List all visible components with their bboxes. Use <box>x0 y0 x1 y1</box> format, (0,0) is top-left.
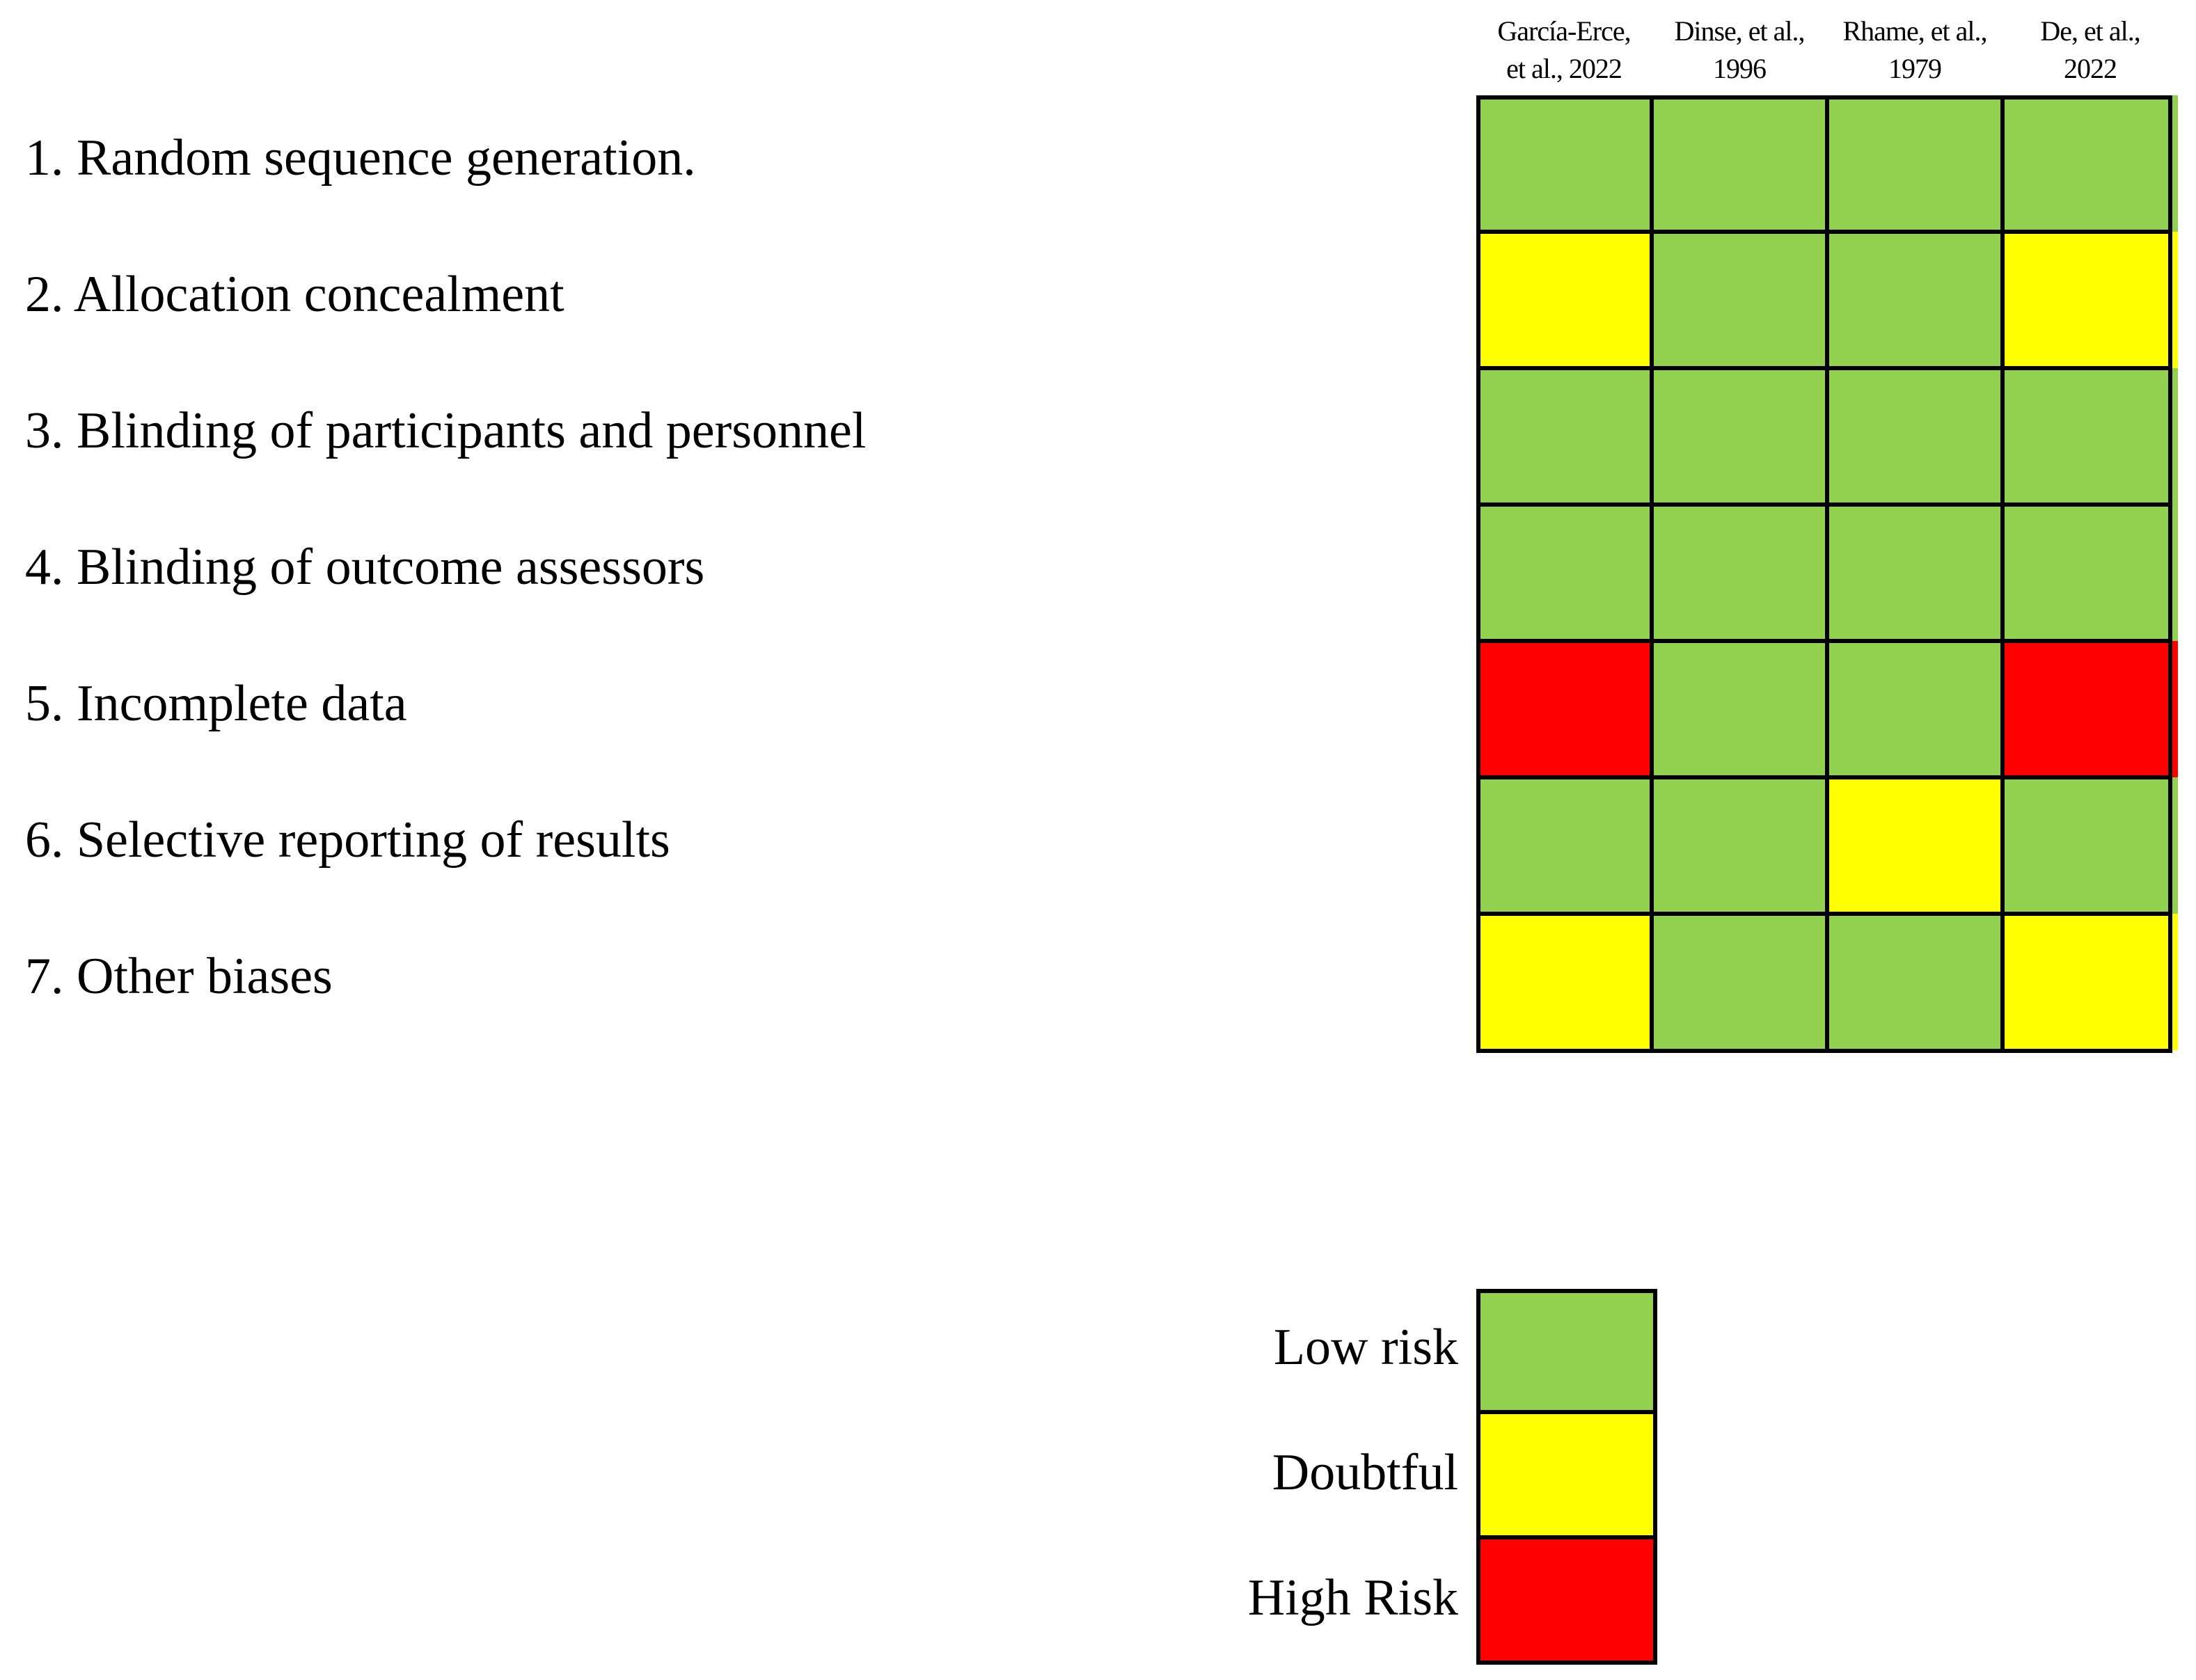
rating-cell <box>2003 914 2178 1050</box>
rating-cell <box>1652 914 1827 1050</box>
grid-vertical-line <box>2000 95 2005 1050</box>
grid-horizontal-line <box>1476 366 2172 370</box>
domain-label: 5. Incomplete data <box>25 675 407 732</box>
rating-cell <box>2003 641 2178 777</box>
study-header-line: et al., 2022 <box>1506 53 1622 84</box>
study-header: García-Erce, et al., 2022 <box>1476 13 1652 88</box>
rating-cell <box>1827 95 2003 232</box>
domain-label: 6. Selective reporting of results <box>25 811 670 869</box>
domain-label: 2. Allocation concealment <box>25 266 564 323</box>
domain-label: 4. Blinding of outcome assessors <box>25 539 705 596</box>
rating-cell <box>2003 232 2178 368</box>
grid-horizontal-line <box>1476 502 2172 507</box>
rating-cell <box>1476 368 1652 505</box>
rating-cell <box>1827 368 2003 505</box>
study-header-line: García-Erce, <box>1497 15 1631 47</box>
study-header: Rhame, et al., 1979 <box>1827 13 2003 88</box>
legend-label: Doubtful <box>1272 1444 1458 1501</box>
legend-label: Low risk <box>1273 1319 1458 1376</box>
study-header-line: Dinse, et al., <box>1674 15 1805 47</box>
grid-horizontal-line <box>1476 230 2172 234</box>
rating-cell <box>2003 95 2178 232</box>
study-header-line: 1979 <box>1888 53 1942 84</box>
rating-cell <box>1652 368 1827 505</box>
domain-label: 3. Blinding of participants and personne… <box>25 402 867 459</box>
grid-vertical-line <box>1650 95 1654 1050</box>
rating-cell <box>1476 914 1652 1050</box>
study-header-line: Rhame, et al., <box>1842 15 1987 47</box>
rating-cell <box>1476 505 1652 641</box>
study-header: Dinse, et al., 1996 <box>1652 13 1827 88</box>
rating-cell <box>2003 505 2178 641</box>
grid-horizontal-line <box>1476 639 2172 643</box>
rating-cell <box>1827 505 2003 641</box>
rating-cell <box>1476 777 1652 914</box>
rating-cell <box>2003 368 2178 505</box>
rating-cell <box>1652 505 1827 641</box>
legend-swatch <box>1476 1289 1657 1414</box>
domain-label: 1. Random sequence generation. <box>25 129 696 187</box>
rating-cell <box>1827 914 2003 1050</box>
rating-cell <box>1652 777 1827 914</box>
grid-horizontal-line <box>1476 912 2172 916</box>
rating-cell <box>1476 95 1652 232</box>
rating-cell <box>1652 95 1827 232</box>
rating-cell <box>1476 232 1652 368</box>
legend-swatch <box>1476 1410 1657 1539</box>
rating-cell <box>2003 777 2178 914</box>
grid-vertical-line <box>1825 95 1829 1050</box>
rating-cell <box>1827 777 2003 914</box>
study-header: De, et al., 2022 <box>2003 13 2178 88</box>
study-header-line: 2022 <box>2064 53 2117 84</box>
rating-cell <box>1827 641 2003 777</box>
study-header-line: 1996 <box>1713 53 1767 84</box>
domain-label: 7. Other biases <box>25 948 333 1005</box>
rating-cell <box>1652 641 1827 777</box>
rating-cell <box>1827 232 2003 368</box>
rating-cell <box>1652 232 1827 368</box>
grid-horizontal-line <box>1476 775 2172 779</box>
legend-label: High Risk <box>1247 1569 1458 1626</box>
legend-swatch <box>1476 1535 1657 1665</box>
rating-cell <box>1476 641 1652 777</box>
study-header-line: De, et al., <box>2040 15 2140 47</box>
